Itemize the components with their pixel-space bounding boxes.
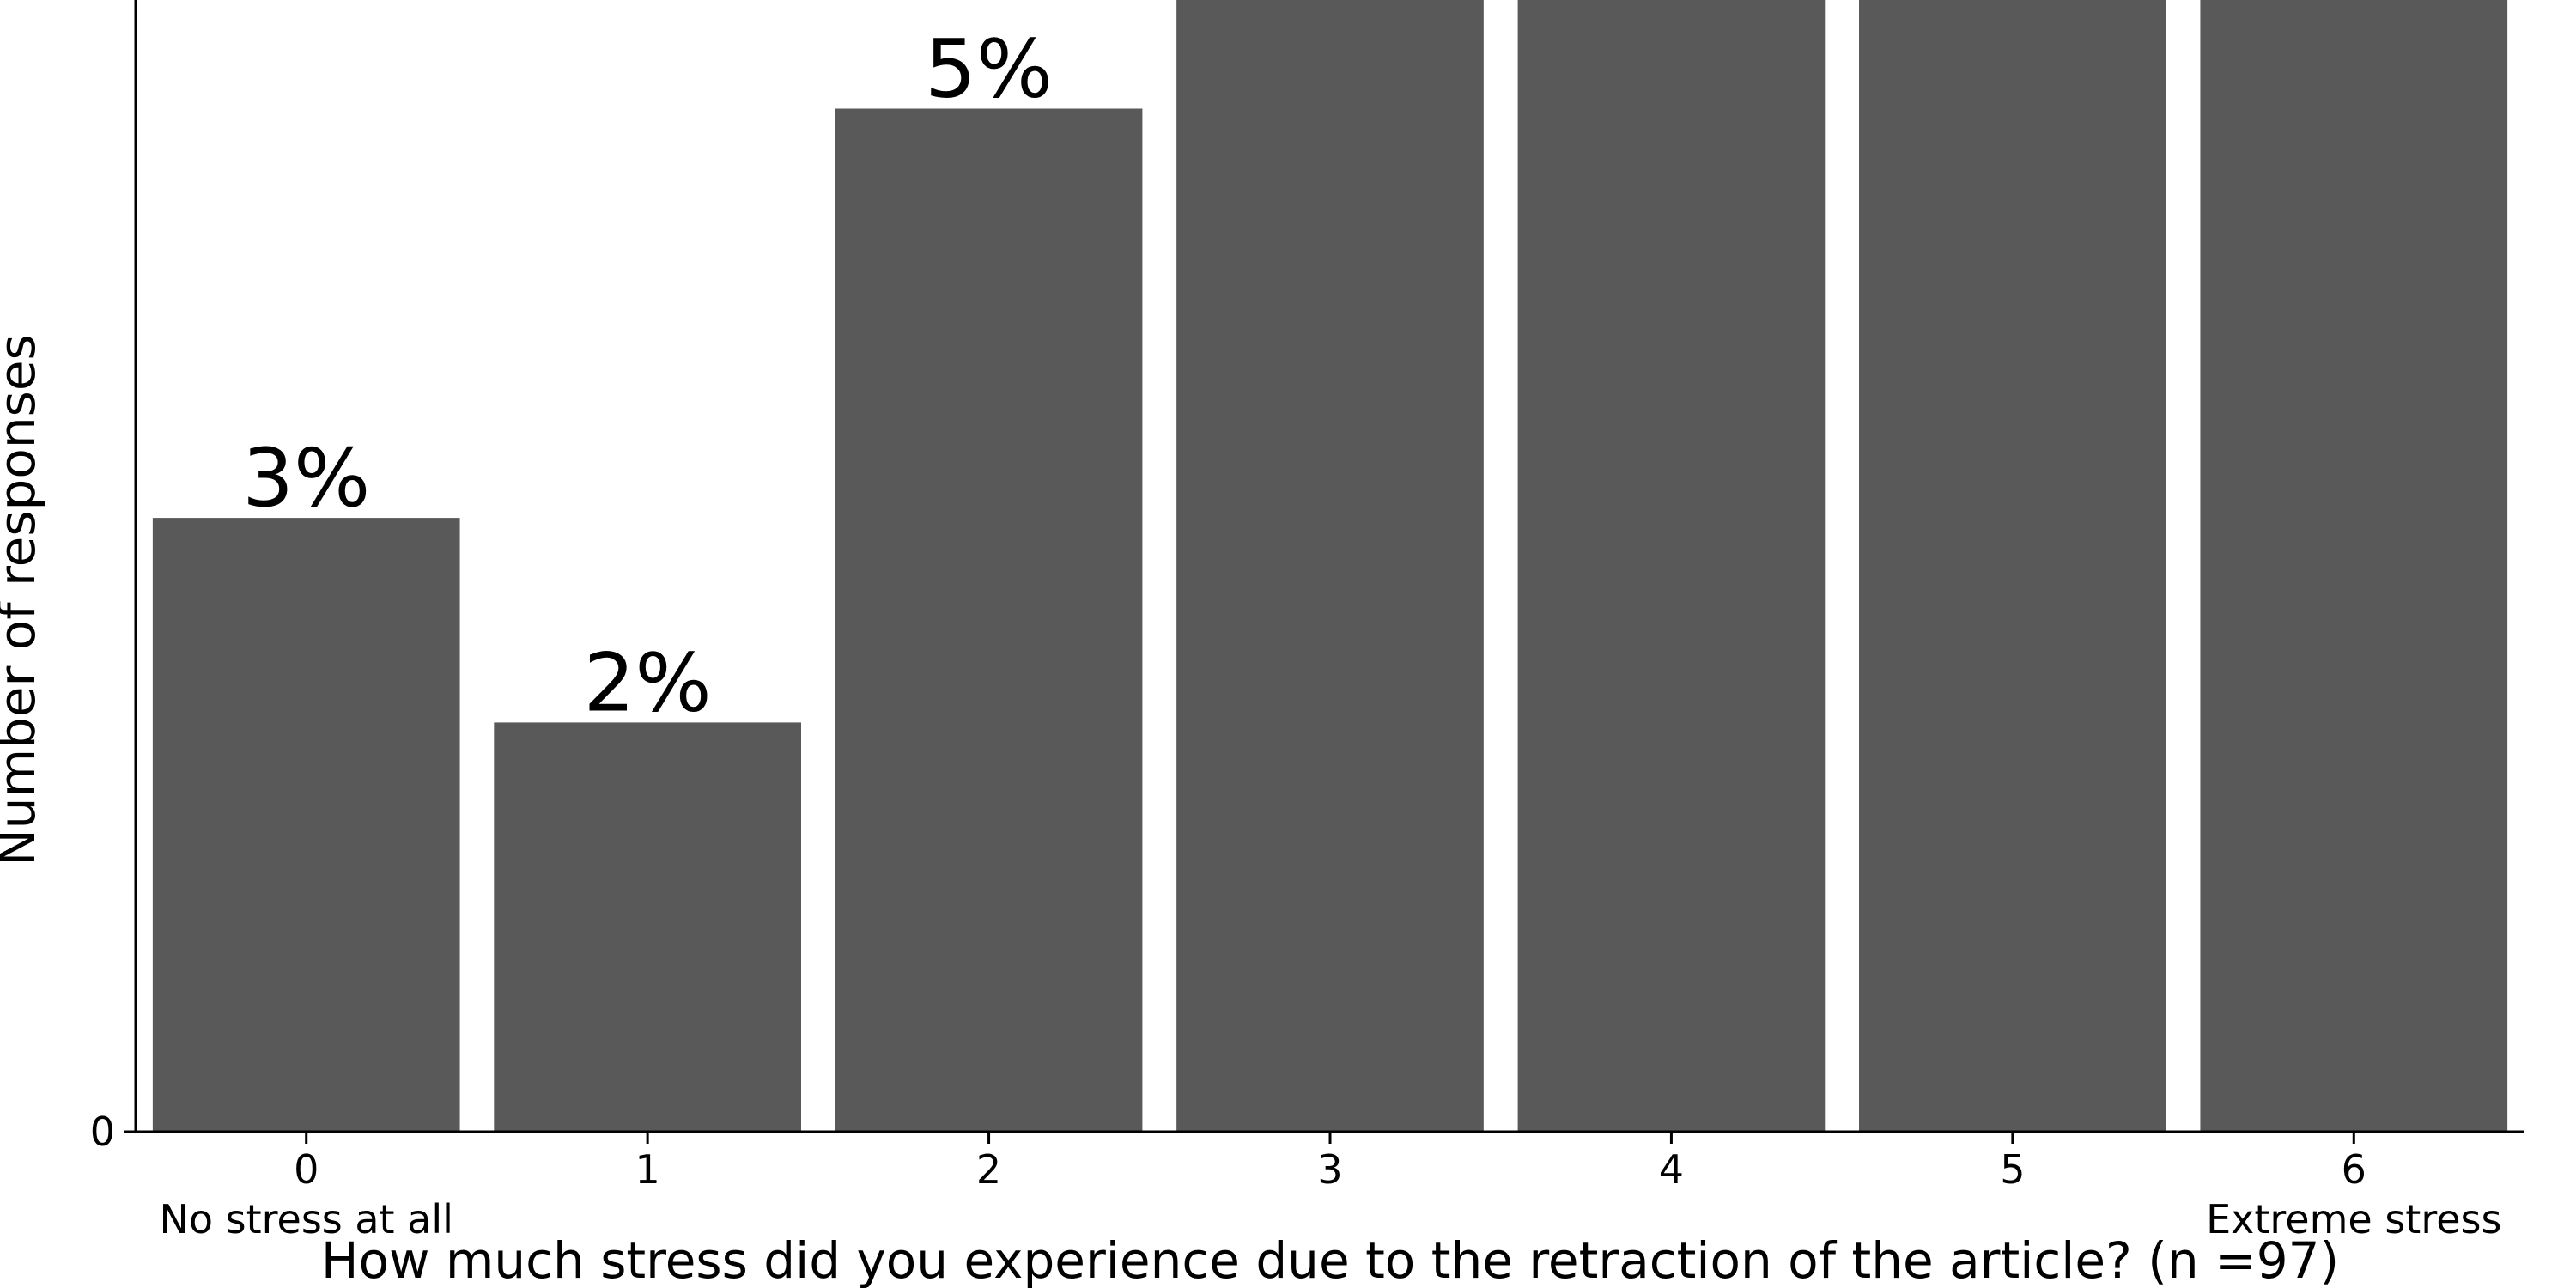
x-tick-label: 1 — [635, 1146, 660, 1193]
x-axis-label: How much stress did you experience due t… — [321, 1231, 2339, 1288]
x-tick-label: 6 — [2342, 1146, 2366, 1193]
x-tick-sublabel: Extreme stress — [2206, 1196, 2501, 1242]
bar-1 — [494, 722, 801, 1132]
bar-3 — [1176, 0, 1484, 1132]
bar-4 — [1517, 0, 1826, 1132]
bar-data-label: 3% — [242, 432, 370, 526]
x-tick-label: 2 — [976, 1146, 1001, 1193]
y-tick-label: 0 — [90, 1109, 115, 1155]
x-tick-label: 0 — [294, 1146, 319, 1193]
x-tick-label: 4 — [1659, 1146, 1684, 1193]
bar-5 — [1859, 0, 2166, 1132]
bar-data-label: 2% — [584, 636, 712, 730]
bars-group — [152, 0, 2508, 1132]
y-axis-label: Number of responses — [0, 334, 46, 866]
bar-2 — [835, 108, 1143, 1132]
x-tick-label: 5 — [2000, 1146, 2025, 1193]
x-tick-sublabel: No stress at all — [159, 1196, 453, 1242]
x-tick-label: 3 — [1317, 1146, 1342, 1193]
bar-6 — [2200, 0, 2508, 1132]
bar-labels-group: 3%2%5%7%14%21%47% — [242, 23, 1053, 731]
bar-0 — [152, 518, 460, 1132]
bar-data-label: 5% — [925, 23, 1053, 117]
y-ticks-group: 01020304050 — [90, 1109, 136, 1155]
